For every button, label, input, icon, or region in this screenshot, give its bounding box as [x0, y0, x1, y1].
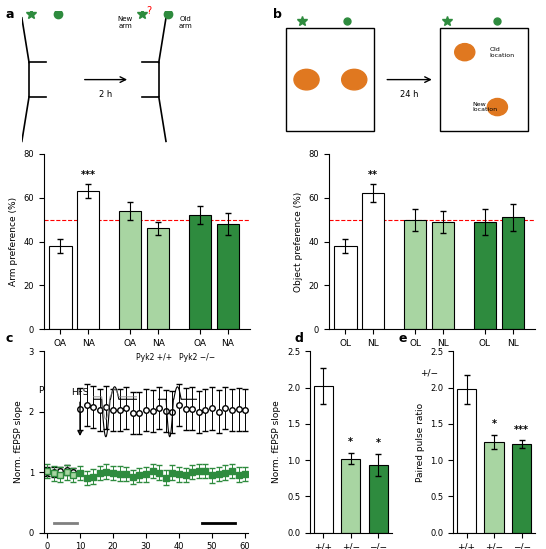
Text: e: e	[399, 332, 407, 345]
Text: *: *	[348, 437, 353, 447]
Y-axis label: Norm. fEPSP slope: Norm. fEPSP slope	[14, 401, 23, 483]
Bar	[474, 222, 496, 329]
Text: Old
arm: Old arm	[179, 16, 192, 29]
Text: c: c	[5, 332, 13, 345]
Text: Pyk2: Pyk2	[323, 386, 345, 395]
Text: Pyk2 −/−: Pyk2 −/−	[179, 354, 215, 362]
Bar	[341, 458, 360, 533]
Y-axis label: Paired pulse ratio: Paired pulse ratio	[416, 402, 425, 481]
Text: New
location: New location	[472, 102, 497, 113]
Y-axis label: Object preference (%): Object preference (%)	[294, 192, 302, 292]
FancyBboxPatch shape	[440, 28, 527, 131]
Bar	[334, 246, 357, 329]
Ellipse shape	[488, 98, 507, 116]
Text: ***: ***	[514, 425, 529, 435]
Bar	[119, 211, 141, 329]
Text: −/−: −/−	[490, 369, 508, 378]
Bar	[432, 222, 454, 329]
Bar	[369, 465, 388, 533]
Bar	[362, 193, 384, 329]
Text: New
arm: New arm	[117, 16, 133, 29]
Text: Pyk2 +/+: Pyk2 +/+	[136, 354, 173, 362]
Text: +/+: +/+	[351, 369, 369, 378]
Bar	[147, 228, 169, 329]
Text: −/−: −/−	[205, 369, 223, 378]
Bar	[189, 215, 211, 329]
Text: +/−: +/−	[420, 369, 438, 378]
Bar	[313, 386, 333, 533]
Text: Pyk2: Pyk2	[38, 386, 60, 395]
Ellipse shape	[342, 69, 367, 90]
Bar	[512, 444, 531, 533]
Text: HFS: HFS	[72, 388, 89, 435]
Bar	[217, 224, 239, 329]
Ellipse shape	[455, 43, 475, 61]
Y-axis label: Arm preference (%): Arm preference (%)	[9, 197, 18, 286]
Text: *: *	[376, 439, 381, 449]
Text: 2 h: 2 h	[99, 90, 112, 99]
Bar	[49, 246, 72, 329]
Text: ?: ?	[147, 7, 152, 16]
Text: **: **	[368, 170, 378, 180]
Text: b: b	[273, 8, 282, 21]
Bar	[404, 220, 426, 329]
Text: 24 h: 24 h	[400, 90, 419, 99]
Bar	[484, 442, 504, 533]
Bar	[502, 217, 524, 329]
Ellipse shape	[294, 69, 319, 90]
Text: a: a	[5, 8, 14, 21]
Text: ***: ***	[81, 170, 96, 180]
Text: d: d	[295, 332, 304, 345]
Text: *: *	[491, 419, 497, 429]
Bar	[77, 191, 99, 329]
Text: +/−: +/−	[135, 369, 153, 378]
Text: +/+: +/+	[66, 369, 84, 378]
Bar	[457, 389, 476, 533]
Y-axis label: Norm. fEPSP slope: Norm. fEPSP slope	[272, 401, 281, 483]
Text: Old
location: Old location	[490, 47, 515, 58]
FancyBboxPatch shape	[287, 28, 375, 131]
